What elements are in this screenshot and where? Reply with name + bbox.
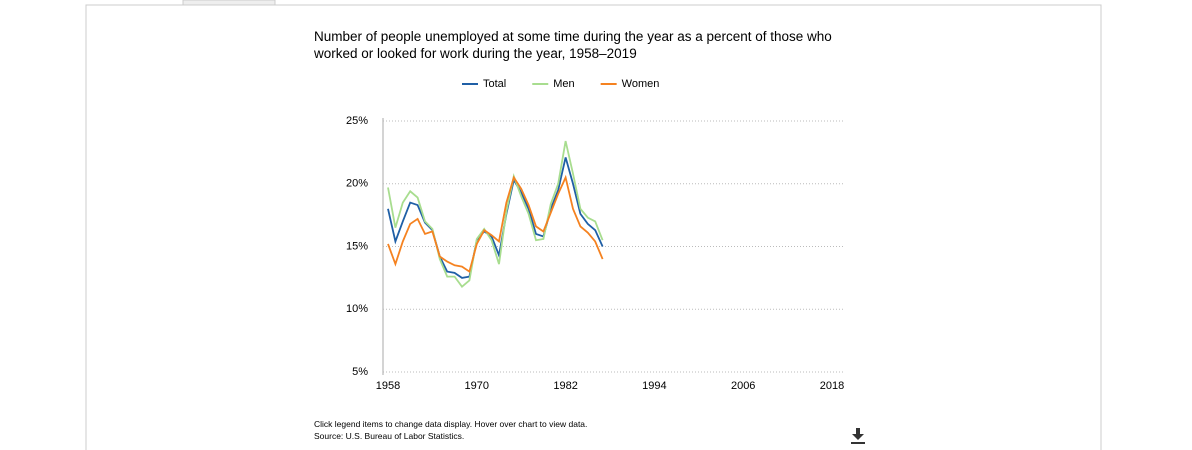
x-tick-label: 2006 xyxy=(731,380,755,392)
legend-label[interactable]: Men xyxy=(553,78,574,90)
y-tick-label: 25% xyxy=(346,115,368,127)
x-tick-label: 1994 xyxy=(642,380,666,392)
download-icon[interactable] xyxy=(851,428,865,444)
series-line xyxy=(387,174,604,274)
legend-label[interactable]: Total xyxy=(483,78,506,90)
y-tick-label: 5% xyxy=(352,366,368,378)
series-line xyxy=(387,140,604,288)
x-tick-label: 1982 xyxy=(553,380,577,392)
y-tick-label: 15% xyxy=(346,240,368,252)
x-tick-label: 1958 xyxy=(376,380,400,392)
series-line xyxy=(387,157,604,279)
legend-label[interactable]: Women xyxy=(622,78,660,90)
source: Source: U.S. Bureau of Labor Statistics. xyxy=(314,431,465,441)
note: Click legend items to change data displa… xyxy=(314,419,588,429)
tab[interactable] xyxy=(182,0,276,6)
chart-title: Number of people unemployed at some time… xyxy=(314,29,832,61)
y-tick-label: 20% xyxy=(346,178,368,190)
panel-frame xyxy=(85,4,1102,450)
y-tick-label: 10% xyxy=(346,303,368,315)
x-tick-label: 1970 xyxy=(465,380,489,392)
x-tick-label: 2018 xyxy=(820,380,844,392)
